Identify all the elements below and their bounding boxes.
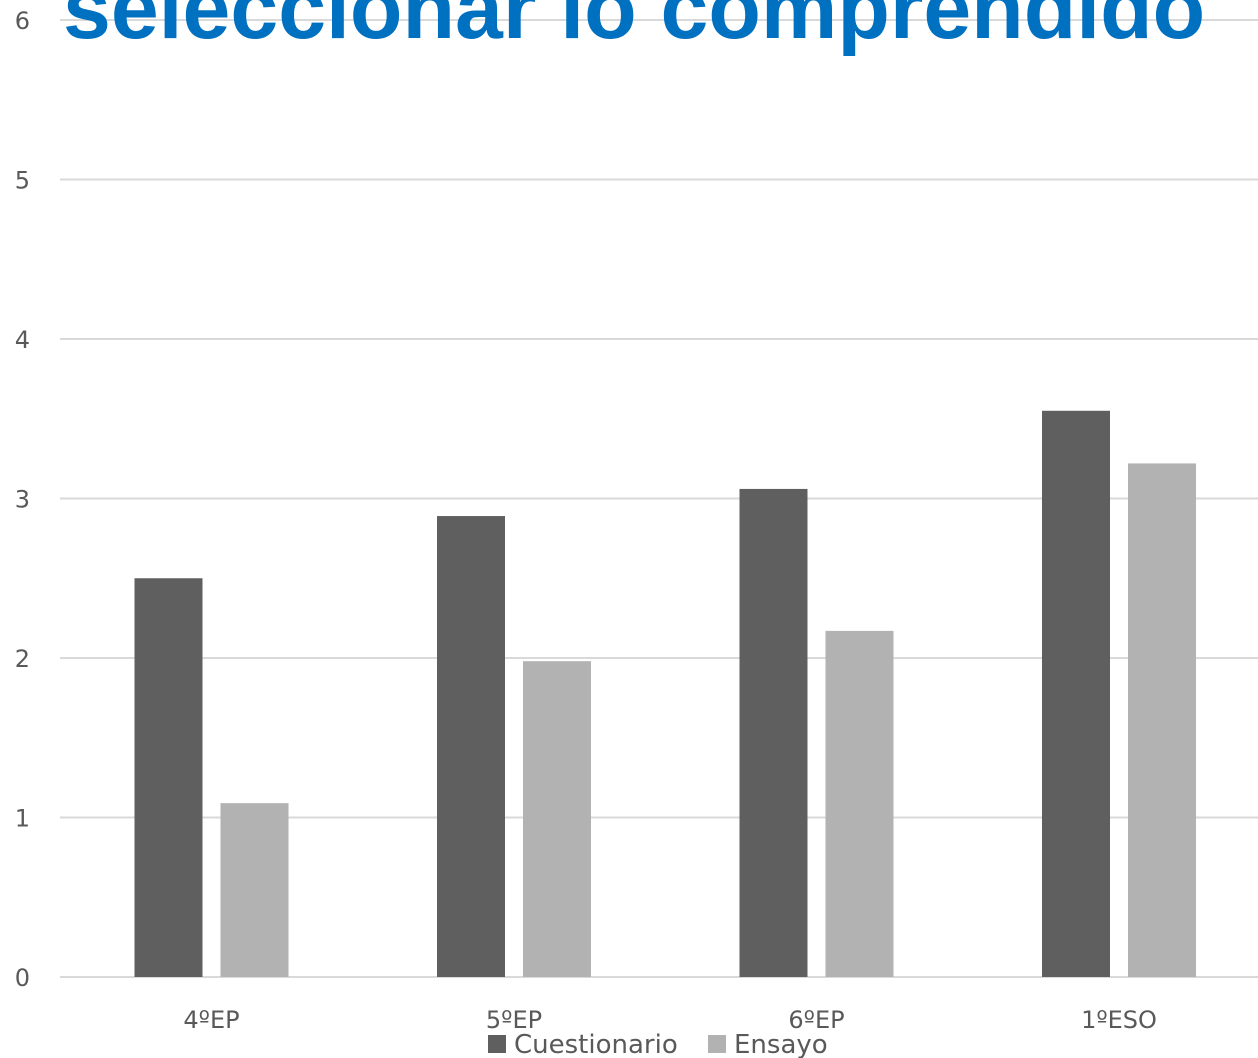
legend-label: Cuestionario	[514, 1030, 678, 1058]
bars	[134, 410, 1196, 977]
legend-swatch	[708, 1035, 726, 1053]
y-tick-label: 6	[15, 7, 30, 35]
bar-cuestionario	[739, 488, 808, 977]
bar-ensayo	[220, 803, 289, 977]
chart-title: seleccionar lo comprendido	[63, 0, 1205, 57]
bar-ensayo	[1128, 463, 1196, 977]
x-category-label: 6ºEP	[788, 1006, 844, 1034]
legend: Cuestionario Ensayo	[488, 1030, 828, 1058]
x-axis-categories: 4ºEP 5ºEP 6ºEP 1ºESO	[183, 1006, 1157, 1034]
x-category-label: 1ºESO	[1081, 1006, 1157, 1034]
y-tick-label: 4	[15, 326, 30, 354]
y-axis-ticks: 0 1 2 3 4 5 6	[15, 7, 30, 992]
y-tick-label: 0	[15, 964, 30, 992]
y-tick-label: 2	[15, 645, 30, 673]
legend-swatch	[488, 1035, 506, 1053]
legend-label: Ensayo	[734, 1030, 828, 1058]
y-tick-label: 3	[15, 486, 30, 514]
bar-ensayo	[825, 630, 894, 977]
bar-cuestionario	[134, 578, 203, 977]
bar-ensayo	[523, 661, 591, 977]
y-tick-label: 5	[15, 167, 30, 195]
bar-cuestionario	[1042, 410, 1110, 977]
x-category-label: 4ºEP	[183, 1006, 239, 1034]
x-category-label: 5ºEP	[486, 1006, 542, 1034]
y-tick-label: 1	[15, 805, 30, 833]
bar-cuestionario	[437, 516, 505, 977]
